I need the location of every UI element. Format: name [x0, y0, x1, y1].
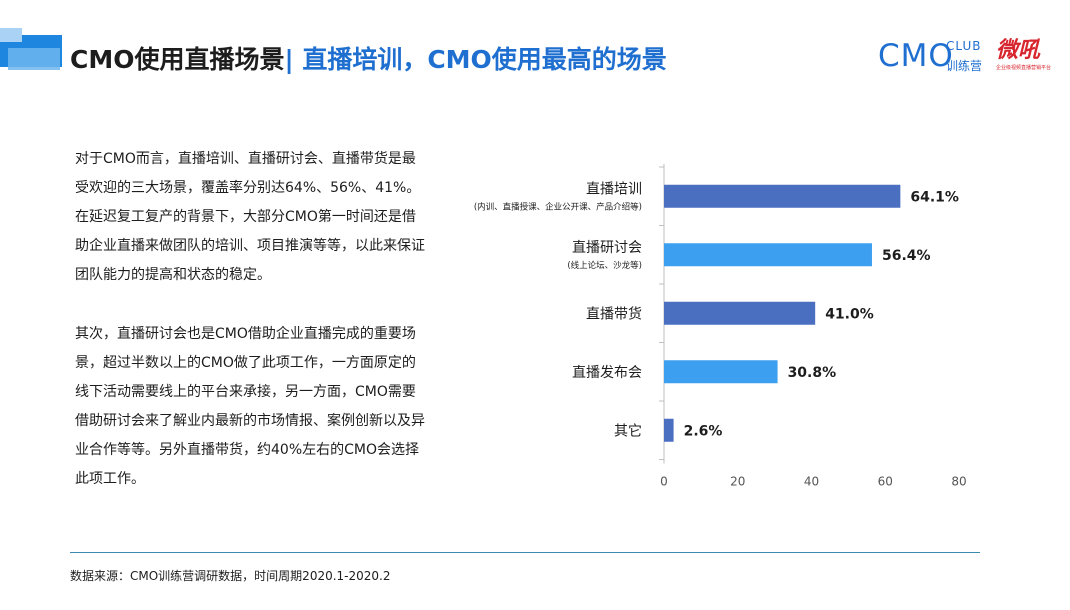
category-note: (线上论坛、沙龙等)	[567, 260, 642, 271]
body-paragraph-2: 其次，直播研讨会也是CMO借助企业直播完成的重要场景，超过半数以上的CMO做了此…	[75, 326, 425, 487]
data-source-note: 数据来源：CMO训练营调研数据，时间周期2020.1-2020.2	[70, 569, 391, 583]
category-label: 直播研讨会	[572, 239, 642, 256]
cmo-logo-mark: CMO	[878, 38, 954, 74]
category-label: 其它	[614, 422, 642, 439]
category-label: 直播发布会	[572, 364, 642, 381]
bar	[664, 360, 778, 384]
cmo-logo-club: CLUB	[946, 39, 982, 53]
x-tick-label: 20	[730, 475, 745, 489]
footer-divider	[70, 552, 980, 553]
body-paragraph-1: 对于CMO而言，直播培训、直播研讨会、直播带货是最受欢迎的三大场景，覆盖率分别达…	[75, 151, 425, 283]
scenario-bar-chart: 直播培训 (内训、直播授课、企业公开课、产品介绍等) 64.1% 直播研讨会 (线上论坛…	[474, 164, 967, 489]
bar	[664, 418, 674, 442]
vhall-logo: 微吼 企业级视频直播营销平台	[996, 38, 1056, 78]
category-label: 直播培训	[586, 180, 642, 197]
data-label: 56.4%	[882, 248, 931, 264]
x-tick-label: 40	[804, 475, 819, 489]
x-tick-label: 60	[878, 475, 893, 489]
data-label: 2.6%	[684, 423, 723, 439]
title-main: CMO使用直播场景	[70, 45, 285, 74]
data-label: 64.1%	[910, 189, 959, 205]
cmo-club-logo: CMO CLUB 训练营	[878, 36, 983, 76]
bar	[664, 243, 872, 267]
title-sub: | 直播培训，CMO使用最高的场景	[284, 45, 667, 74]
data-label: 30.8%	[788, 365, 837, 381]
cmo-logo-sub: 训练营	[946, 59, 983, 73]
category-label: 直播带货	[586, 305, 642, 322]
vhall-logo-mark: 微吼	[996, 38, 1041, 63]
bar	[664, 184, 901, 208]
x-tick-label: 0	[660, 475, 668, 489]
data-label: 41.0%	[825, 306, 874, 322]
category-note: (内训、直播授课、企业公开课、产品介绍等)	[474, 201, 642, 212]
page-title: CMO使用直播场景| 直播培训，CMO使用最高的场景	[70, 40, 667, 76]
x-tick-label: 80	[951, 475, 966, 489]
bar	[664, 301, 816, 325]
vhall-logo-tagline: 企业级视频直播营销平台	[996, 65, 1052, 71]
